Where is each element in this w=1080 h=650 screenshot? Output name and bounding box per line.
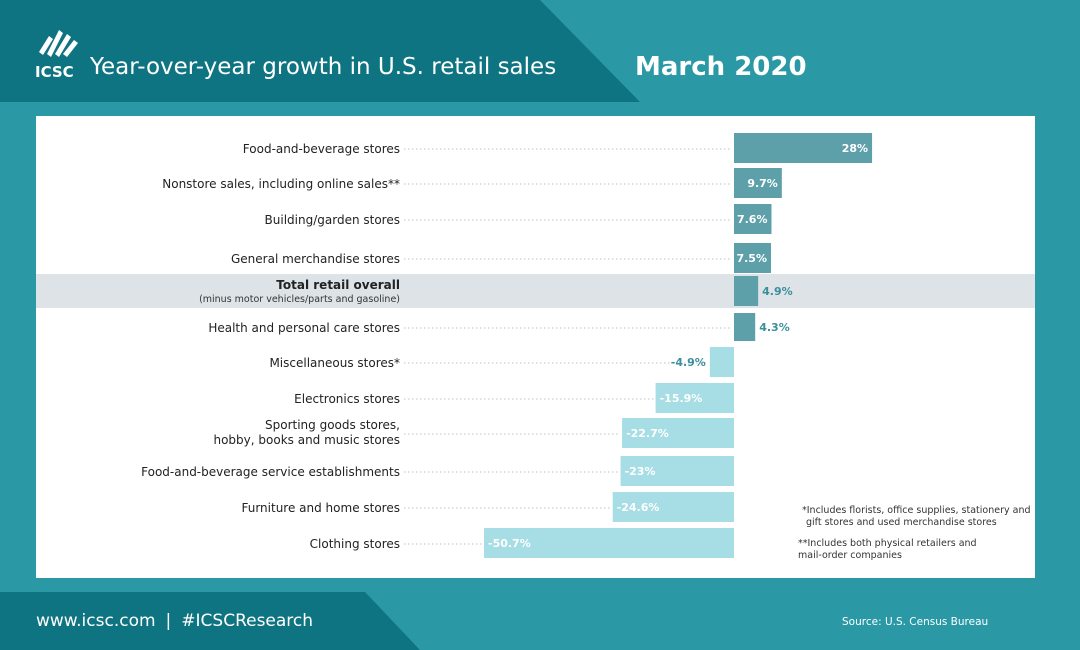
- value-label: -50.7%: [488, 537, 531, 550]
- bar[interactable]: [484, 528, 734, 558]
- category-label: Miscellaneous stores*: [269, 356, 400, 370]
- highlight-row-bg: [36, 274, 1035, 308]
- icsc-logo: ICSC: [35, 30, 78, 81]
- website-link[interactable]: www.icsc.com: [36, 611, 156, 631]
- value-label: -24.6%: [617, 501, 660, 514]
- value-label: 9.7%: [747, 177, 778, 190]
- value-label: -22.7%: [626, 427, 669, 440]
- category-label: Food-and-beverage service establishments: [141, 465, 400, 479]
- value-label: 28%: [842, 142, 868, 155]
- bar[interactable]: [620, 456, 734, 486]
- date-label: March 2020: [635, 52, 807, 82]
- category-label: Health and personal care stores: [208, 321, 400, 335]
- category-label: Furniture and home stores: [241, 501, 400, 515]
- category-label: Building/garden stores: [265, 213, 400, 227]
- value-label: -23%: [625, 465, 656, 478]
- source-note: Source: U.S. Census Bureau: [842, 616, 989, 628]
- footnote-2: **Includes both physical retailers and m…: [798, 538, 977, 561]
- category-label: General merchandise stores: [231, 252, 400, 266]
- bar-chart: Food-and-beverage stores 28% Nonstore sale…: [36, 133, 1035, 558]
- bar[interactable]: [622, 418, 734, 448]
- category-label: Clothing stores: [310, 537, 400, 551]
- value-label: 7.6%: [737, 213, 768, 226]
- footer-dark-band: [0, 592, 420, 650]
- category-label: Electronics stores: [294, 392, 400, 406]
- logo-text: ICSC: [35, 63, 74, 81]
- footer-links: www.icsc.com | #ICSCResearch: [36, 611, 313, 631]
- bar[interactable]: [734, 168, 782, 198]
- value-label: -15.9%: [660, 392, 703, 405]
- category-label: Total retail overall: [276, 278, 400, 292]
- bar[interactable]: [734, 204, 772, 234]
- value-label: 4.9%: [762, 285, 793, 298]
- chart-panel: Food-and-beverage stores 28% Nonstore sale…: [36, 116, 1035, 578]
- page-title: Year-over-year growth in U.S. retail sal…: [90, 54, 557, 80]
- value-label: -4.9%: [671, 356, 706, 369]
- category-label: Nonstore sales, including online sales**: [162, 177, 400, 191]
- category-subtitle: (minus motor vehicles/parts and gasoline…: [199, 294, 400, 305]
- footer-separator: |: [165, 611, 172, 631]
- bar[interactable]: [734, 243, 771, 273]
- bar[interactable]: [612, 492, 734, 522]
- value-label: 7.5%: [736, 252, 767, 265]
- bar[interactable]: [709, 347, 734, 377]
- header-dark-band: [0, 0, 640, 102]
- value-label: 4.3%: [759, 321, 790, 334]
- hashtag-link[interactable]: #ICSCResearch: [181, 611, 314, 631]
- bar[interactable]: [734, 313, 756, 341]
- bar[interactable]: [734, 133, 873, 163]
- bar[interactable]: [734, 276, 759, 306]
- category-label: Sporting goods stores, hobby, books and m…: [213, 418, 400, 447]
- category-label: Food-and-beverage stores: [243, 142, 400, 156]
- footnote-1: *Includes florists, office supplies, sta…: [802, 505, 1031, 528]
- bar[interactable]: [655, 383, 734, 413]
